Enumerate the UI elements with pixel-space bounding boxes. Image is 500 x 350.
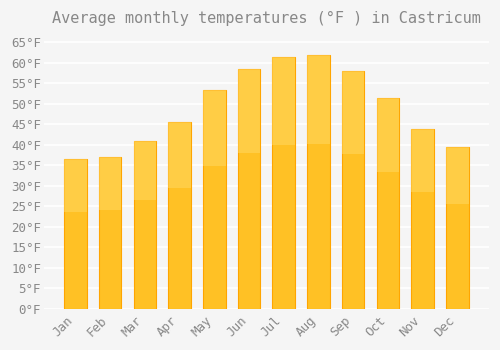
Bar — [412, 128, 434, 192]
Bar — [376, 98, 399, 172]
Bar — [307, 55, 330, 309]
Bar — [134, 141, 156, 200]
Bar — [99, 157, 122, 210]
Bar — [99, 157, 122, 309]
Bar — [342, 71, 364, 154]
Bar — [168, 122, 191, 309]
Bar — [238, 69, 260, 309]
Bar — [203, 90, 226, 309]
Bar — [342, 71, 364, 309]
Bar — [272, 57, 295, 309]
Bar — [272, 57, 295, 145]
Bar — [134, 141, 156, 309]
Bar — [307, 55, 330, 144]
Bar — [376, 98, 399, 309]
Bar — [238, 69, 260, 153]
Bar — [412, 128, 434, 309]
Bar — [446, 147, 468, 309]
Bar — [203, 90, 226, 166]
Bar — [168, 122, 191, 188]
Bar — [446, 147, 468, 204]
Bar — [64, 159, 86, 212]
Title: Average monthly temperatures (°F ) in Castricum: Average monthly temperatures (°F ) in Ca… — [52, 11, 481, 26]
Bar — [64, 159, 86, 309]
